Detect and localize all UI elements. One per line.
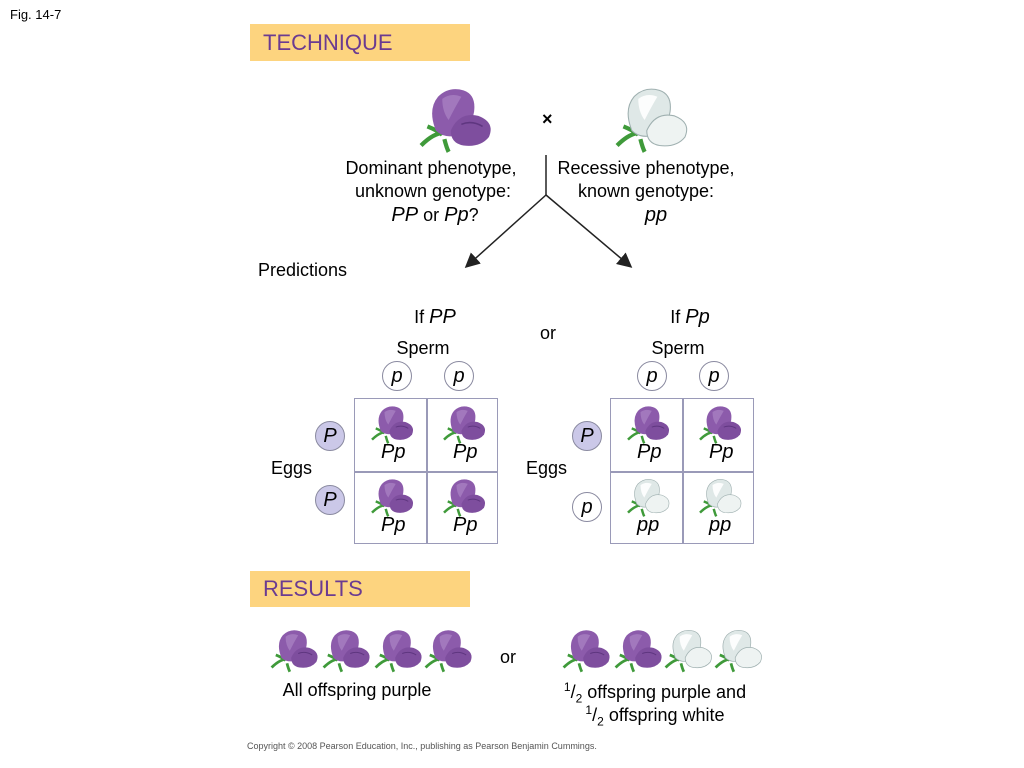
result-caption-right-line2: 1/2 offspring white — [585, 703, 725, 729]
eggs-label-right: Eggs — [526, 458, 568, 478]
sperm-allele: p — [382, 361, 412, 391]
sperm-label-left: Sperm — [396, 338, 450, 358]
punnett-cell: Pp — [355, 399, 427, 472]
results-or: or — [500, 647, 517, 667]
sperm-allele: p — [444, 361, 474, 391]
figure-label: Fig. 14-7 — [10, 7, 62, 22]
purple-flower-icon — [370, 626, 426, 674]
purple-flower-icon — [439, 403, 489, 445]
punnett-cell: Pp — [427, 399, 499, 472]
eggs-label-left: Eggs — [271, 458, 313, 478]
purple-flower-icon — [266, 626, 322, 674]
purple-flower-icon — [318, 626, 374, 674]
if-pp-label: If PP — [414, 306, 456, 328]
if-pp-het-label: If Pp — [670, 306, 710, 328]
recessive-genotype: pp — [644, 204, 668, 226]
purple-flower-icon — [420, 626, 476, 674]
predictions-label: Predictions — [258, 260, 348, 280]
white-flower-icon — [623, 476, 673, 518]
white-flower-icon — [660, 626, 716, 674]
punnett-cell: Pp — [427, 472, 499, 545]
egg-allele: P — [572, 421, 602, 451]
result-caption-left: All offspring purple — [282, 680, 432, 700]
dominant-genotype: PP or Pp? — [391, 204, 479, 226]
dominant-line2: unknown genotype: — [354, 181, 512, 201]
results-header: RESULTS — [250, 571, 470, 607]
punnett-cell: pp — [611, 472, 683, 545]
purple-flower-icon — [695, 403, 745, 445]
recessive-line2: known genotype: — [577, 181, 715, 201]
purple-flower-icon — [623, 403, 673, 445]
purple-flower-icon — [367, 476, 417, 518]
copyright: Copyright © 2008 Pearson Education, Inc.… — [247, 741, 597, 751]
white-flower-icon — [710, 626, 766, 674]
punnett-cell: Pp — [611, 399, 683, 472]
predictions-or: or — [539, 323, 557, 343]
punnett-square-left: Pp Pp Pp Pp — [354, 398, 498, 544]
egg-allele: p — [572, 492, 602, 522]
cross-symbol: × — [542, 109, 553, 129]
sperm-label-right: Sperm — [651, 338, 705, 358]
white-flower-icon — [695, 476, 745, 518]
dominant-line1: Dominant phenotype, — [345, 158, 517, 178]
punnett-square-right: Pp Pp pp pp — [610, 398, 754, 544]
recessive-line1: Recessive phenotype, — [557, 158, 735, 178]
sperm-allele: p — [699, 361, 729, 391]
purple-flower-parent — [412, 84, 498, 154]
technique-header: TECHNIQUE — [250, 24, 470, 61]
purple-flower-icon — [367, 403, 417, 445]
purple-flower-icon — [610, 626, 666, 674]
egg-allele: P — [315, 485, 345, 515]
punnett-cell: pp — [683, 472, 755, 545]
result-caption-right-line1: 1/2 offspring purple and — [563, 680, 747, 706]
purple-flower-icon — [558, 626, 614, 674]
sperm-allele: p — [637, 361, 667, 391]
white-flower-parent — [608, 84, 694, 154]
egg-allele: P — [315, 421, 345, 451]
punnett-cell: Pp — [683, 399, 755, 472]
purple-flower-icon — [439, 476, 489, 518]
punnett-cell: Pp — [355, 472, 427, 545]
